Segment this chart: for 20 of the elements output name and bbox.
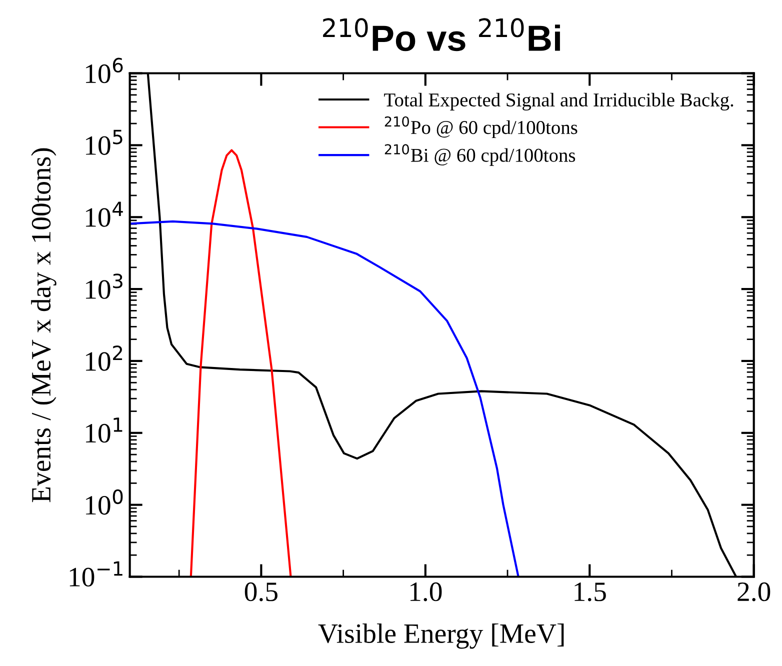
y-tick-label: 10$^{3}$ [86,274,122,299]
line-series [130,220,520,577]
y-axis-title: Events / (MeV x day x 100tons) [31,148,56,502]
line-series [190,149,292,577]
y-tick-label: 10$^{2}$ [86,346,122,371]
y-tick-label: 10$^{−1}$ [70,561,122,587]
y-tick-label: 10$^{0}$ [86,489,123,515]
y-tick-label: 10$^{5}$ [86,130,122,155]
x-tick-label: 1.5 [574,582,606,602]
y-tick-label: 10$^{1}$ [86,418,122,443]
x-tick-label: 1.0 [410,582,442,602]
x-tick-label: 0.5 [244,582,278,602]
y-tick-label: 10$^{6}$ [86,58,123,84]
legend-label: $^{210}$Bi @ 60 cpd/100tons [384,144,576,166]
legend-label: $^{210}$Po @ 60 cpd/100tons [384,116,578,138]
chart-title: $^{210}$Po vs $^{210}$Bi [323,18,560,52]
legend-label: Total Expected Signal and Irriducible Backg. [384,92,734,111]
y-tick-label: 10$^{4}$ [86,202,123,227]
x-axis-title: Visible Energy [MeV] [318,623,564,649]
x-tick-label: 2.0 [738,582,770,602]
